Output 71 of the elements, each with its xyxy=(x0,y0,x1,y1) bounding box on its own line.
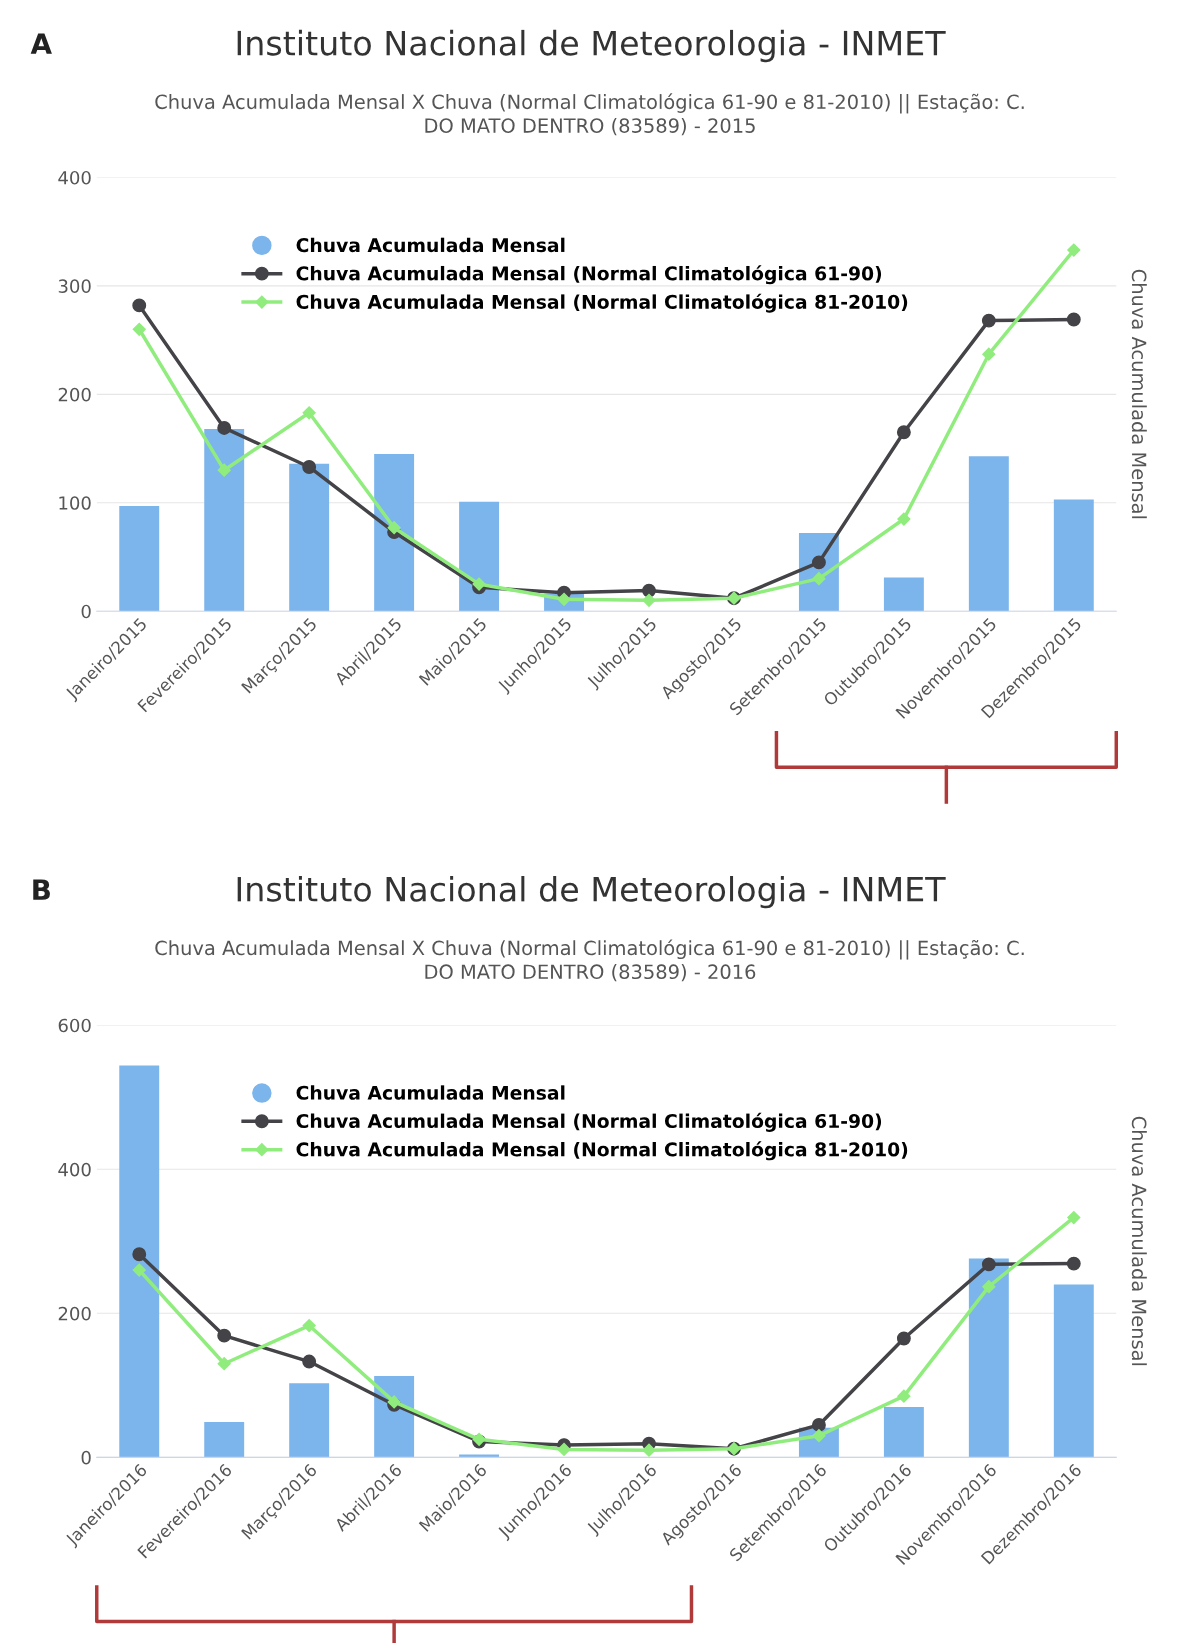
bar xyxy=(459,501,500,612)
y-tick-label: 300 xyxy=(58,279,91,293)
legend-label: Chuva Acumulada Mensal xyxy=(296,237,565,253)
y-axis-title: Chuva Acumulada Mensal xyxy=(1131,269,1147,519)
legend-label: Chuva Acumulada Mensal (Normal Climatológica 81-2010) xyxy=(296,293,908,313)
text: B xyxy=(33,879,50,900)
point xyxy=(217,1328,232,1343)
point xyxy=(811,1417,826,1432)
point xyxy=(132,1263,146,1277)
point xyxy=(472,577,486,591)
point xyxy=(812,572,826,586)
y-tick-label: 100 xyxy=(59,496,91,510)
chart-subtitle: Chuva Acumulada Mensal X Chuva (Normal Climatológica 61-90 e 81-2010) || Estação: C. DO MATO DENTRO (83589) - 2016 xyxy=(155,939,1024,982)
bar xyxy=(459,1454,500,1458)
chart-title: Instituto Nacional de Meteorologia - INMET xyxy=(237,876,946,909)
point xyxy=(981,1257,996,1272)
point xyxy=(302,1354,317,1369)
point xyxy=(1067,1210,1081,1225)
point xyxy=(642,1443,656,1457)
bar xyxy=(289,1383,330,1458)
point xyxy=(132,298,147,313)
y-tick-label: 0 xyxy=(81,1450,91,1465)
point xyxy=(302,406,316,420)
point xyxy=(132,1247,147,1262)
point xyxy=(811,555,826,570)
y-tick-label: 200 xyxy=(58,387,91,402)
point xyxy=(897,1389,911,1403)
y-axis-title: Chuva Acumulada Mensal xyxy=(1131,1116,1147,1366)
bar xyxy=(883,1406,924,1458)
bar xyxy=(883,577,924,612)
point xyxy=(1066,312,1081,327)
point xyxy=(896,425,911,440)
point xyxy=(642,593,656,607)
point xyxy=(217,1357,231,1371)
bar xyxy=(968,456,1009,612)
legend-label: Chuva Acumulada Mensal (Normal Climatológica 81-2010) xyxy=(296,1141,908,1161)
legend-label: Chuva Acumulada Mensal (Normal Climatológica 61-90) xyxy=(296,1112,882,1132)
point xyxy=(132,322,146,336)
bar xyxy=(119,1065,160,1458)
bar xyxy=(289,463,330,612)
text: A xyxy=(30,33,52,54)
point xyxy=(387,521,401,535)
bar xyxy=(119,506,160,612)
y-tick-label: 200 xyxy=(58,1306,91,1321)
chart-title: Instituto Nacional de Meteorologia - INMET xyxy=(237,29,946,63)
bar xyxy=(204,1422,245,1458)
point xyxy=(217,420,232,435)
legend-label: Chuva Acumulada Mensal xyxy=(296,1085,565,1100)
point xyxy=(982,347,996,361)
bar xyxy=(1053,1284,1094,1458)
bar xyxy=(968,1258,1009,1458)
y-tick-label: 0 xyxy=(81,604,91,619)
point xyxy=(217,463,231,477)
point xyxy=(982,1280,996,1294)
bar xyxy=(204,429,245,612)
point xyxy=(897,512,911,526)
y-tick-label: 400 xyxy=(58,170,91,185)
y-tick-label: 400 xyxy=(58,1162,91,1177)
point xyxy=(1067,243,1081,257)
bar xyxy=(1053,499,1094,612)
legend-label: Chuva Acumulada Mensal (Normal Climatológica 61-90) xyxy=(296,265,882,285)
point xyxy=(896,1331,911,1346)
point xyxy=(642,583,656,598)
point xyxy=(1066,1256,1081,1271)
bar xyxy=(374,453,415,612)
point xyxy=(557,1442,571,1457)
point xyxy=(302,1318,316,1333)
chart-subtitle: Chuva Acumulada Mensal X Chuva (Normal Climatológica 61-90 e 81-2010) || Estação: C. DO MATO DENTRO (83589) - 2015 xyxy=(155,93,1024,136)
point xyxy=(302,460,317,474)
point xyxy=(981,313,996,328)
y-tick-label: 600 xyxy=(58,1018,91,1033)
